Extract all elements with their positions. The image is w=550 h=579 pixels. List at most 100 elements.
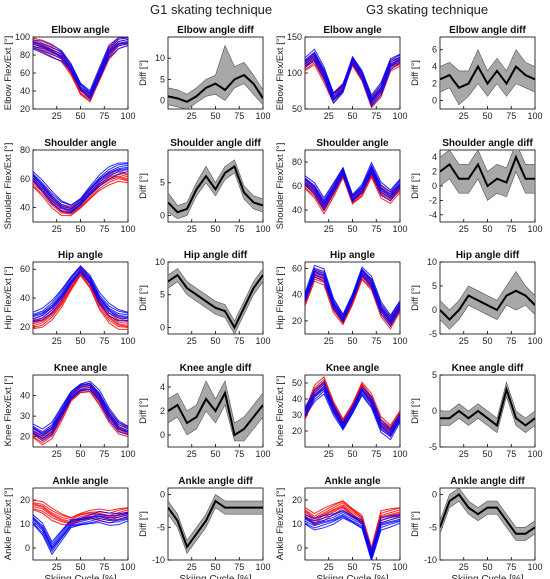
x-tick-label: 100	[392, 224, 407, 234]
y-tick-label: -10	[152, 555, 165, 565]
plot-area	[33, 499, 128, 556]
x-tick-label: 100	[255, 111, 270, 121]
panel-G3-ankle-diff: Ankle angle diff Diff [°] 25 50 75 100 -10 -5 0 S…	[410, 476, 543, 579]
series-line-blue	[33, 517, 128, 551]
plot-area	[168, 267, 263, 334]
panel-G1-knee: Knee angle Knee Flex/Ext [°] 25 50 75 100 20 30…	[3, 363, 136, 459]
y-tick-label: 5	[160, 290, 165, 300]
x-axis-label: Skiing Cycle [%]	[316, 574, 388, 579]
g1-group-title: G1 skating technique	[150, 2, 273, 17]
series-line-red	[33, 502, 128, 519]
x-tick-label: 100	[527, 449, 542, 459]
x-tick-label: 50	[482, 336, 492, 346]
y-tick-label: 80	[292, 157, 302, 167]
x-tick-label: 50	[210, 111, 220, 121]
panel-title: Ankle angle diff	[178, 476, 253, 487]
y-tick-label: 30	[292, 410, 302, 420]
mean-diff-line	[440, 64, 535, 90]
panel-G3-hip: Hip angle Hip Flex/Ext [°] 25 50 75 100 20 40 60	[275, 250, 408, 346]
series-line-blue	[305, 515, 400, 559]
series-line-blue	[305, 513, 400, 557]
y-tick-label: 60	[20, 264, 30, 274]
series-line-blue	[305, 386, 400, 435]
plot-area	[440, 48, 535, 106]
y-tick-label: 0	[432, 490, 437, 500]
panel-G3-knee-diff: Knee angle diff Diff [°] 25 50 75 100 -5 0 5	[410, 363, 543, 459]
series-line-blue	[305, 511, 400, 556]
x-tick-label: 25	[459, 336, 469, 346]
confidence-band	[168, 44, 263, 109]
y-axis-label: Elbow Flex/Ext [°]	[3, 36, 14, 111]
y-tick-label: 40	[292, 205, 302, 215]
panel-title: Elbow angle	[51, 25, 110, 36]
series-line-blue	[305, 168, 400, 207]
y-tick-label: 60	[292, 264, 302, 274]
series-line-blue	[305, 270, 400, 322]
panel-G1-ankle-diff: Ankle angle diff Diff [°] 25 50 75 100 -10 -5 0 S…	[138, 476, 271, 579]
series-line-blue	[33, 41, 128, 96]
series-line-blue	[305, 380, 400, 430]
y-tick-label: 2	[160, 406, 165, 416]
series-line-blue	[33, 518, 128, 553]
x-tick-label: 100	[255, 562, 270, 572]
y-tick-label: 0	[160, 96, 165, 106]
x-tick-label: 75	[99, 562, 109, 572]
y-tick-label: 10	[20, 519, 30, 529]
plot-area	[33, 162, 128, 217]
x-tick-label: 75	[234, 562, 244, 572]
plot-area	[305, 375, 400, 441]
panel-title: Knee angle diff	[452, 363, 524, 374]
x-tick-label: 100	[120, 449, 135, 459]
series-line-red	[33, 499, 128, 519]
mean-diff-line	[440, 154, 535, 188]
series-line-blue	[305, 272, 400, 323]
x-tick-label: 100	[120, 562, 135, 572]
series-line-blue	[33, 388, 128, 440]
y-tick-label: 2	[432, 79, 437, 89]
panel-title: Shoulder angle	[44, 138, 117, 149]
series-line-blue	[33, 168, 128, 212]
series-line-blue	[305, 166, 400, 205]
y-tick-label: 20	[20, 495, 30, 505]
y-axis-label: Diff [°]	[410, 173, 421, 199]
y-axis-label: Ankle Flex/Ext [°]	[275, 488, 286, 560]
y-tick-label: 150	[287, 32, 302, 42]
x-tick-label: 75	[234, 224, 244, 234]
x-tick-label: 50	[210, 224, 220, 234]
mean-diff-line	[440, 385, 535, 428]
series-line-blue	[33, 169, 128, 212]
x-tick-label: 100	[527, 336, 542, 346]
x-tick-label: 100	[255, 224, 270, 234]
series-line-blue	[305, 510, 400, 555]
mean-diff-line	[440, 493, 535, 535]
y-axis-label: Knee Flex/Ext [°]	[275, 376, 286, 447]
panel-title: Hip angle	[58, 250, 103, 261]
series-line-blue	[305, 165, 400, 204]
panel-G3-shoulder-diff: Shoulder angle diff Diff [°] 25 50 75 100 -4 -2…	[410, 138, 543, 234]
mean-diff-line	[168, 73, 263, 103]
series-line-blue	[33, 516, 128, 549]
panel-G1-hip: Hip angle Hip Flex/Ext [°] 25 50 75 100 20 40 60	[3, 250, 136, 346]
series-line-blue	[33, 42, 128, 98]
x-tick-label: 25	[459, 111, 469, 121]
x-tick-label: 25	[187, 336, 197, 346]
y-tick-label: 5	[432, 281, 437, 291]
panel-title: Elbow angle diff	[449, 25, 526, 36]
plot-area	[305, 264, 400, 330]
g3-group-title: G3 skating technique	[366, 2, 489, 17]
y-tick-label: 40	[292, 394, 302, 404]
plot-area	[440, 488, 535, 541]
panel-G3-elbow-diff: Elbow angle diff Diff [°] 25 50 75 100 0 2 4 6	[410, 25, 543, 121]
panel-title: Knee angle	[326, 363, 380, 374]
axes-box	[32, 149, 129, 223]
series-line-blue	[33, 510, 128, 543]
series-line-blue	[33, 43, 128, 100]
y-tick-label: 0	[432, 181, 437, 191]
y-tick-label: 0	[432, 305, 437, 315]
panel-title: Hip angle diff	[456, 250, 520, 261]
y-tick-label: 10	[427, 257, 437, 267]
x-tick-label: 75	[506, 562, 516, 572]
x-tick-label: 50	[347, 562, 357, 572]
x-tick-label: 25	[187, 449, 197, 459]
x-axis-label: Skiing Cycle [%]	[179, 574, 251, 579]
